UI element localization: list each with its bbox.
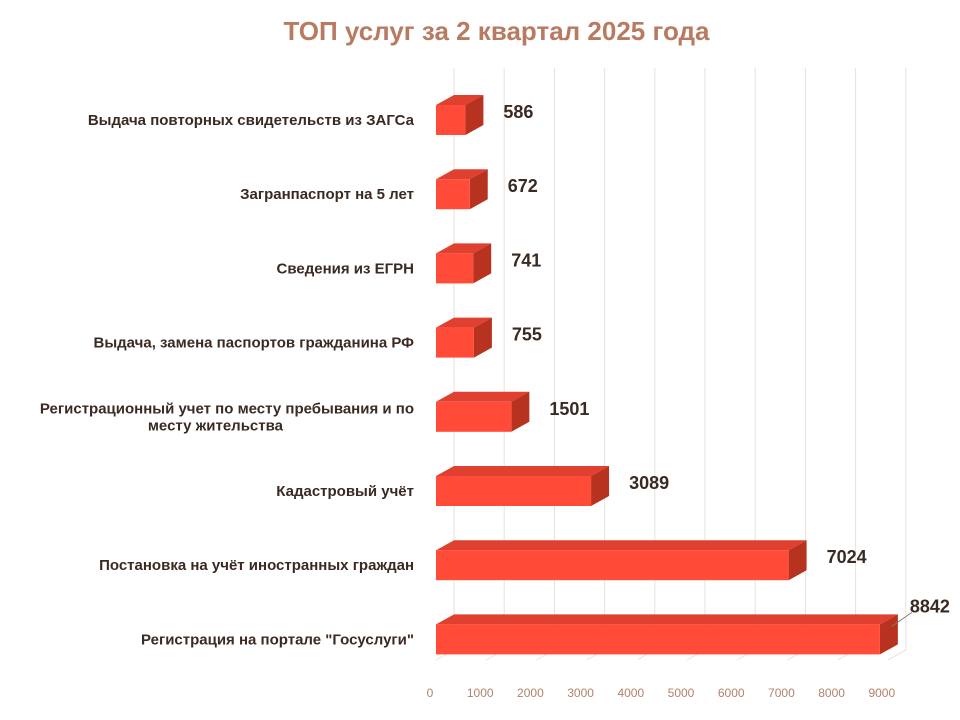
value-label: 1501 [549,399,589,419]
bar-front-face [436,253,474,284]
value-label: 8842 [910,596,950,616]
bar-front-face [436,476,592,506]
category-label: Постановка на учёт иностранных граждан [99,557,414,574]
x-tick-label: 9000 [868,686,895,700]
x-tick-label: 5000 [668,686,695,700]
bar [436,466,610,506]
bar-top-face [436,243,492,254]
value-leader-line [891,611,913,627]
category-label: Выдача повторных свидетельств из ЗАГСа [88,112,415,129]
bar-side-face [511,391,530,432]
x-tick-label: 3000 [567,686,594,700]
category-label: Регистрация на портале "Госуслуги" [141,631,414,648]
bar-front-face [436,105,466,135]
category-label-line: Загранпаспорт на 5 лет [240,186,414,203]
gridline [837,68,857,661]
x-axis-ticks: 0 1000 2000 3000 4000 5000 6000 7000 8000 9000 [427,686,896,700]
x-tick-label: 4000 [617,686,644,700]
value-labels: 586 672 741 755 1501 3089 7024 8842 [503,102,950,627]
bar-top-face [436,169,488,180]
bar-front-face [436,550,789,581]
category-labels: Выдача повторных свидетельств из ЗАГСа За… [40,112,415,648]
bars [436,95,898,655]
value-label: 672 [508,176,538,196]
bar-front-face [436,179,470,210]
category-label: Кадастровый учёт [276,483,414,500]
bar-top-face [436,614,898,625]
bar-front-face [436,624,880,655]
category-label-line: Кадастровый учёт [276,483,414,500]
category-label-line: Выдача повторных свидетельств из ЗАГСа [88,112,415,129]
category-label: Регистрационный учет по месту пребывания… [40,400,414,434]
bar-top-face [436,466,610,476]
bar-front-face [436,327,474,358]
category-label-line: Регистрация на портале "Госуслуги" [141,631,414,648]
gridline [887,68,907,661]
bar [436,540,807,581]
bar [436,317,492,358]
bar-side-face [473,317,492,358]
bar-top-face [436,317,492,328]
bar-side-face [473,243,492,284]
category-label: Сведения из ЕГРН [277,260,414,277]
value-label: 741 [511,250,541,270]
bar-side-face [465,95,484,135]
bar-side-face [591,466,610,506]
x-tick-label: 6000 [718,686,745,700]
category-label-line: месту жительства [148,417,284,434]
x-tick-label: 7000 [768,686,795,700]
bar-front-face [436,401,512,432]
bar-top-face [436,95,484,105]
x-tick-label: 0 [427,686,434,700]
category-label: Выдача, замена паспортов гражданина РФ [94,335,415,352]
value-label: 586 [503,102,533,122]
x-tick-label: 8000 [818,686,845,700]
chart-title: ТОП услуг за 2 квартал 2025 года [283,16,710,46]
bar [436,169,488,210]
value-label: 755 [512,325,542,345]
bar-side-face [469,169,488,210]
bar-top-face [436,391,530,402]
bar [436,243,492,284]
bar [436,614,898,655]
category-label-line: Сведения из ЕГРН [277,260,414,277]
value-label: 3089 [629,473,669,493]
bar [436,391,530,432]
bar-side-face [788,540,807,581]
value-label: 7024 [827,547,867,567]
category-label-line: Выдача, замена паспортов гражданина РФ [94,335,415,352]
bar [436,95,484,135]
category-label-line: Регистрационный учет по месту пребывания… [40,400,414,417]
x-tick-label: 1000 [467,686,494,700]
x-tick-label: 2000 [517,686,544,700]
bar-side-face [879,614,898,655]
category-label-line: Постановка на учёт иностранных граждан [99,557,414,574]
category-label: Загранпаспорт на 5 лет [240,186,414,203]
bar-top-face [436,540,807,551]
